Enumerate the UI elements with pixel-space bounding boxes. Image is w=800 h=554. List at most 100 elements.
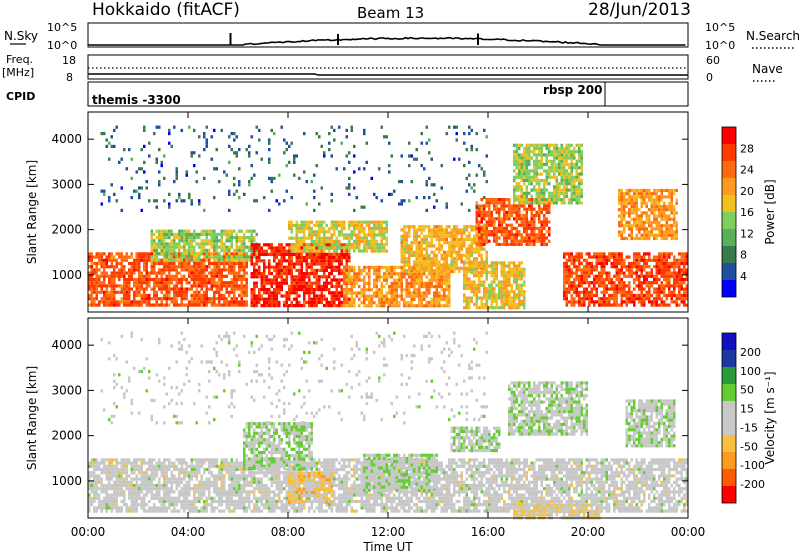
power-cell-r5 — [450, 241, 453, 245]
power-cell-r8 — [570, 201, 573, 205]
power-cell-r7 — [490, 217, 493, 221]
power-cell-r0 — [140, 287, 143, 291]
power-cell-r10 — [645, 217, 648, 221]
power-cell-r8 — [570, 182, 573, 186]
power-cell-r5 — [410, 250, 413, 254]
power-cell-r2 — [298, 259, 301, 263]
power-cell-r6 — [508, 274, 511, 278]
power-cell-r0 — [98, 255, 101, 259]
power-cell-r2 — [323, 256, 326, 260]
power-cell-r0 — [208, 265, 211, 269]
power-cell-r0 — [245, 300, 248, 304]
power-cell-r8 — [525, 188, 528, 192]
power-cell-r0 — [120, 274, 123, 278]
power-cell-r5 — [448, 241, 451, 245]
power-cell-r9 — [663, 252, 666, 256]
power-cell-r9 — [648, 252, 651, 256]
power-cell-r8 — [550, 159, 553, 163]
power-cell-r8 — [555, 143, 558, 147]
power-cell-r4 — [395, 278, 398, 282]
power-cell-r9 — [685, 268, 688, 272]
power-cell-r5 — [420, 260, 423, 264]
power-cell-r9 — [575, 277, 578, 282]
power-cell-r1 — [230, 236, 233, 240]
power-cell-r9 — [665, 297, 668, 301]
power-cell-r2 — [275, 294, 278, 298]
power-cell-r3 — [308, 227, 311, 231]
power-cell-r8 — [555, 198, 558, 202]
nsky-strip-frame — [87, 22, 689, 48]
power-cell-r8 — [568, 198, 571, 202]
power-cell-r0 — [165, 277, 168, 282]
power-cell-r6 — [483, 270, 486, 275]
power-cell-r2 — [250, 297, 253, 301]
power-cell-r2 — [278, 288, 281, 292]
power-cell-r0 — [218, 300, 221, 304]
power-cell-r6 — [493, 267, 496, 271]
power-cell-r8 — [535, 153, 538, 157]
power-cell-r9 — [613, 252, 616, 256]
power-cell-r0 — [145, 258, 148, 262]
power-cell-r6 — [490, 293, 493, 297]
nave-tick-top: 60 — [706, 54, 720, 67]
power-cell-r6 — [520, 286, 523, 291]
power-cell-r8 — [580, 172, 583, 176]
power-cell-r2 — [335, 294, 338, 298]
power-cell-r3 — [383, 236, 386, 240]
power-cell-r5 — [458, 231, 461, 235]
power-cell-r1 — [225, 248, 228, 252]
power-cell-r9 — [583, 281, 586, 285]
power-cell-r1 — [155, 248, 158, 252]
power-cell-r8 — [525, 191, 528, 195]
power-cell-r5 — [435, 231, 438, 235]
power-cell-r1 — [213, 232, 216, 236]
power-cell-r8 — [543, 201, 546, 205]
power-cell-r8 — [535, 172, 538, 176]
power-cell-r8 — [568, 166, 571, 170]
power-cell-r8 — [513, 143, 516, 147]
power-cell-r3 — [303, 236, 306, 240]
power-cell-r9 — [658, 297, 661, 301]
power-cell-r0 — [178, 261, 181, 266]
power-cell-r6 — [500, 293, 503, 297]
power-cell-r7 — [500, 198, 503, 202]
power-cell-r4 — [360, 291, 363, 295]
power-cell-r9 — [683, 258, 686, 262]
power-cell-r0 — [200, 277, 203, 282]
power-cell-r0 — [128, 287, 131, 291]
power-cell-r0 — [218, 277, 221, 282]
power-cell-r9 — [600, 265, 603, 269]
power-cell-r4 — [415, 278, 418, 282]
power-cell-r2 — [263, 288, 266, 292]
power-cell-r3 — [385, 230, 388, 234]
power-cell-r10 — [633, 204, 636, 209]
power-cell-r9 — [613, 297, 616, 301]
power-cell-r0 — [143, 268, 146, 272]
power-cell-r8 — [560, 146, 563, 151]
power-cell-r9 — [655, 277, 658, 282]
power-cell-r2 — [333, 278, 336, 282]
power-cell-r3 — [373, 233, 376, 237]
power-cell-r3 — [348, 243, 351, 247]
power-cell-r9 — [608, 274, 611, 278]
power-cell-r2 — [275, 288, 278, 292]
power-cell-r9 — [635, 258, 638, 262]
power-cell-r0 — [153, 261, 156, 266]
power-cell-r5 — [438, 237, 441, 242]
power-cell-r0 — [95, 284, 98, 288]
power-cell-r6 — [490, 264, 493, 268]
power-cell-r7 — [540, 220, 543, 224]
power-cell-r3 — [348, 239, 351, 243]
power-cell-r8 — [543, 194, 546, 199]
power-cell-r8 — [578, 159, 581, 163]
power-cell-r9 — [603, 293, 606, 298]
power-cell-r5 — [475, 257, 478, 261]
power-cell-r2 — [278, 275, 281, 279]
power-cell-r1 — [210, 252, 213, 256]
power-cell-r10 — [640, 192, 643, 196]
power-cell-r2 — [335, 265, 338, 269]
power-cell-r2 — [303, 291, 306, 295]
power-cell-r4 — [428, 288, 431, 292]
power-cell-r0 — [213, 293, 216, 298]
power-cell-r8 — [553, 143, 556, 147]
